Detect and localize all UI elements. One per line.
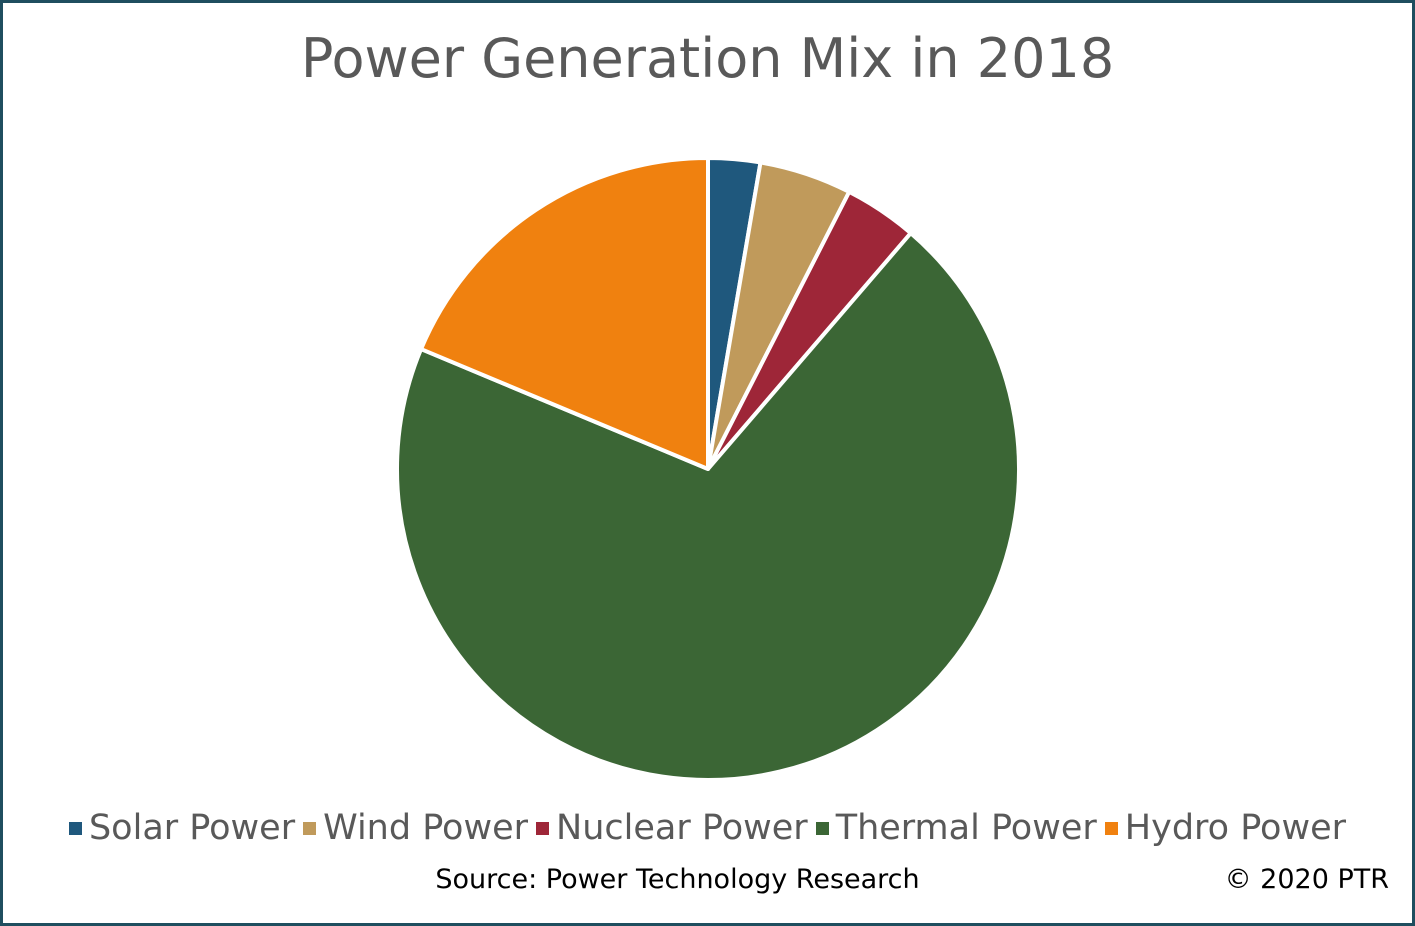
legend-label: Hydro Power bbox=[1124, 808, 1347, 848]
legend-swatch bbox=[303, 821, 317, 835]
pie-slice-thermal-power bbox=[395, 231, 1021, 782]
legend-item-wind-power: Wind Power bbox=[303, 808, 528, 848]
chart-title: Power Generation Mix in 2018 bbox=[300, 27, 1115, 90]
source-note: Source: Power Technology Research bbox=[435, 864, 920, 895]
legend-item-nuclear-power: Nuclear Power bbox=[536, 808, 808, 848]
legend-item-solar-power: Solar Power bbox=[68, 808, 296, 848]
legend-swatch bbox=[1104, 821, 1118, 835]
copyright-note: © 2020 PTR bbox=[1224, 864, 1389, 895]
legend-label: Thermal Power bbox=[835, 808, 1097, 848]
legend-label: Nuclear Power bbox=[556, 808, 808, 848]
chart-legend: Solar Power Wind Power Nuclear Power Therma… bbox=[0, 808, 1415, 848]
legend-item-thermal-power: Thermal Power bbox=[815, 808, 1097, 848]
legend-swatch bbox=[68, 821, 82, 835]
pie-slice-hydro-power bbox=[419, 156, 710, 471]
legend-swatch bbox=[536, 821, 550, 835]
legend-label: Solar Power bbox=[88, 808, 296, 848]
legend-label: Wind Power bbox=[323, 808, 529, 848]
legend-swatch bbox=[815, 821, 829, 835]
legend-item-hydro-power: Hydro Power bbox=[1104, 808, 1347, 848]
